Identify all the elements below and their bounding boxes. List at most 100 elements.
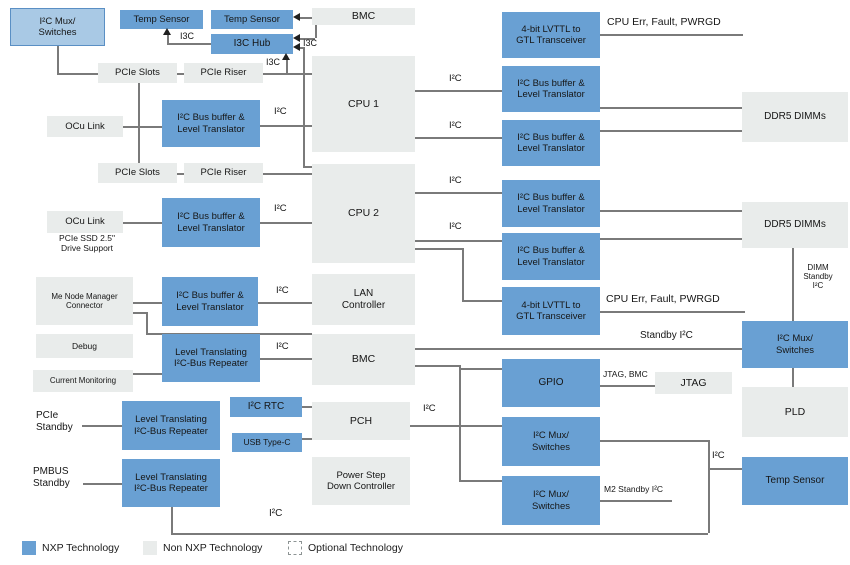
- pld-label: PLD: [784, 405, 806, 418]
- connector-line: [410, 425, 502, 427]
- connector-line: [600, 34, 743, 36]
- connector-line: [792, 248, 794, 321]
- i2c-label-ddr2a: I²C: [449, 175, 462, 186]
- ocu-link-2: OCu Link: [47, 211, 123, 233]
- i2c-label-bmc-repeater: I²C: [276, 341, 289, 352]
- ocu-link-1: OCu Link: [47, 116, 123, 137]
- connector-line: [298, 38, 315, 40]
- connector-line: [138, 83, 140, 163]
- legend-nxp-swatch: [22, 541, 36, 555]
- ddr5-dimms-2-label: DDR5 DIMMs: [764, 219, 826, 231]
- legend-non-nxp-label: Non NXP Technology: [163, 542, 263, 554]
- connector-line: [123, 222, 162, 224]
- connector-line: [258, 302, 312, 304]
- legend-item-non-nxp: Non NXP Technology: [143, 541, 262, 555]
- i2c-bus-buffer-ddr2b-label: I²C Bus buffer & Level Translator: [517, 245, 585, 268]
- connector-line: [133, 302, 162, 304]
- connector-line: [260, 222, 312, 224]
- connector-line: [83, 483, 122, 485]
- connector-line: [415, 240, 502, 242]
- connector-line: [177, 73, 184, 75]
- connector-line: [459, 365, 461, 480]
- cpu-2: CPU 2: [312, 164, 415, 263]
- i3c-label-riser: I3C: [266, 57, 281, 67]
- lvttl-gtl-transceiver-1: 4-bit LVTTL to GTL Transceiver: [502, 12, 600, 58]
- connector-line: [171, 507, 173, 533]
- pcie-ssd-note: PCIe SSD 2.5" Drive Support: [59, 233, 115, 253]
- legend-nxp-label: NXP Technology: [42, 542, 120, 554]
- connector-line: [600, 238, 742, 240]
- connector-line: [298, 17, 312, 19]
- i2c-bus-buffer-ddr1b: I²C Bus buffer & Level Translator: [502, 120, 600, 166]
- arrow-up-icon: [282, 53, 290, 60]
- i2c-label-bottom: I²C: [269, 508, 283, 519]
- pcie-slots-2-label: PCIe Slots: [115, 167, 160, 179]
- i3c-hub: I3C Hub: [211, 34, 293, 54]
- legend-non-nxp-swatch: [143, 541, 157, 555]
- legend-item-optional: Optional Technology: [288, 541, 403, 555]
- legend-item-nxp: NXP Technology: [22, 541, 119, 555]
- i2c-bus-buffer-ddr2a-label: I²C Bus buffer & Level Translator: [517, 192, 585, 215]
- connector-line: [57, 46, 59, 73]
- arrow-up-icon: [163, 28, 171, 35]
- dimm-standby-label: DIMM Standby I²C: [803, 263, 833, 291]
- ocu-link-1-label: OCu Link: [65, 120, 105, 132]
- connector-line: [263, 73, 312, 75]
- temp-sensor-1-label: Temp Sensor: [133, 13, 190, 25]
- connector-line: [459, 480, 502, 482]
- connector-line: [459, 368, 502, 370]
- cpu-err-label-2: CPU Err, Fault, PWRGD: [606, 293, 720, 305]
- i2c-bus-buffer-cpu2: I²C Bus buffer & Level Translator: [162, 198, 260, 247]
- i2c-bus-buffer-cpu1: I²C Bus buffer & Level Translator: [162, 100, 260, 147]
- connector-line: [415, 90, 502, 92]
- i2c-bus-buffer-ddr1a-label: I²C Bus buffer & Level Translator: [517, 77, 585, 100]
- arrow-left-icon: [293, 13, 300, 21]
- pcie-riser-1: PCIe Riser: [184, 63, 263, 83]
- connector-line: [302, 406, 312, 408]
- lan-controller-label: LAN Controller: [341, 287, 386, 311]
- connector-line: [298, 47, 304, 49]
- pcie-slots-1: PCIe Slots: [98, 63, 177, 83]
- connector-line: [133, 373, 162, 375]
- connector-line: [415, 248, 462, 250]
- i2c-mux-switches-standby: I²C Mux/ Switches: [742, 321, 848, 368]
- cpu-1: CPU 1: [312, 56, 415, 152]
- gpio-label: GPIO: [538, 377, 564, 389]
- connector-line: [263, 173, 312, 175]
- connector-line: [302, 438, 312, 440]
- i3c-label-tempsensor: I3C: [180, 31, 195, 41]
- jtag-label: JTAG: [680, 376, 707, 389]
- pcie-slots-1-label: PCIe Slots: [115, 67, 160, 79]
- lvttl-gtl-transceiver-2-label: 4-bit LVTTL to GTL Transceiver: [516, 299, 586, 322]
- me-node-manager-connector-label: Me Node Manager Connector: [51, 291, 118, 310]
- pcie-slots-2: PCIe Slots: [98, 163, 177, 183]
- i2c-mux-switches-pch-label: I²C Mux/ Switches: [531, 430, 570, 453]
- current-monitoring: Current Monitoring: [33, 370, 133, 392]
- ddr5-dimms-1-label: DDR5 DIMMs: [764, 111, 826, 123]
- temp-sensor-2: Temp Sensor: [211, 10, 293, 29]
- me-node-manager-connector: Me Node Manager Connector: [36, 277, 133, 325]
- level-translating-repeater-pmbus-label: Level Translating I²C-Bus Repeater: [134, 471, 208, 494]
- pch-label: PCH: [349, 414, 373, 427]
- standby-i2c-label: Standby I²C: [640, 330, 693, 341]
- i2c-mux-switches-standby-label: I²C Mux/ Switches: [775, 333, 814, 356]
- legend-optional-label: Optional Technology: [308, 542, 403, 554]
- gpio: GPIO: [502, 359, 600, 407]
- i2c-label-lan-buffer: I²C: [276, 285, 289, 296]
- connector-line: [462, 248, 464, 300]
- i3c-hub-label: I3C Hub: [233, 38, 271, 50]
- cpu-err-label-1: CPU Err, Fault, PWRGD: [607, 16, 721, 28]
- pcie-riser-2: PCIe Riser: [184, 163, 263, 183]
- connector-line: [600, 385, 655, 387]
- connector-line: [600, 210, 742, 212]
- ddr5-dimms-2: DDR5 DIMMs: [742, 202, 848, 248]
- connector-line: [177, 173, 184, 175]
- lvttl-gtl-transceiver-2: 4-bit LVTTL to GTL Transceiver: [502, 287, 600, 335]
- ddr5-dimms-1: DDR5 DIMMs: [742, 92, 848, 142]
- i2c-bus-buffer-lan: I²C Bus buffer & Level Translator: [162, 277, 258, 326]
- pmbus-standby-label: PMBUS Standby: [33, 466, 70, 489]
- pch: PCH: [312, 402, 410, 440]
- connector-line: [57, 73, 98, 75]
- connector-line: [303, 166, 312, 168]
